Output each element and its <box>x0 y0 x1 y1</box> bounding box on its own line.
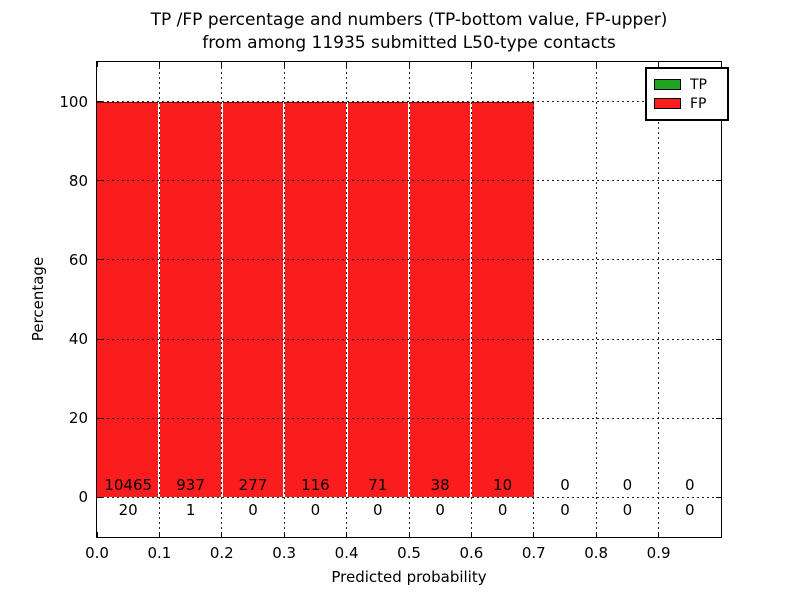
tp-count-label: 0 <box>435 501 445 520</box>
x-tick-mark <box>470 532 472 537</box>
y-tick-mark <box>716 180 721 182</box>
y-tick-mark <box>97 101 102 103</box>
tp-count-label: 0 <box>310 501 321 520</box>
bar-fp <box>285 101 346 498</box>
v-gridline <box>658 62 660 537</box>
legend-label-tp: TP <box>690 76 707 93</box>
y-tick-label: 100 <box>59 92 88 111</box>
x-tick-mark <box>658 532 660 537</box>
x-tick-mark <box>158 62 160 67</box>
v-gridline <box>595 62 597 537</box>
y-tick-mark <box>97 259 102 261</box>
x-tick-mark <box>346 62 348 67</box>
x-tick-label: 0.0 <box>85 544 109 562</box>
v-gridline <box>408 62 410 537</box>
bar-fp <box>472 101 534 498</box>
y-tick-label: 60 <box>68 250 88 269</box>
x-tick-mark <box>97 532 98 537</box>
tp-count-label: 20 <box>118 501 138 520</box>
y-tick-label: 80 <box>68 171 88 190</box>
chart-title-line2: from among 11935 submitted L50-type cont… <box>202 33 616 53</box>
fp-count-label: 937 <box>176 476 205 495</box>
x-tick-mark <box>158 532 160 537</box>
fp-count-label: 38 <box>430 476 450 495</box>
x-tick-label: 0.1 <box>147 544 172 562</box>
x-tick-mark <box>533 62 535 67</box>
x-tick-mark <box>221 62 223 67</box>
fp-count-label: 10465 <box>104 476 153 495</box>
v-gridline <box>221 62 223 537</box>
x-tick-label: 0.9 <box>646 544 671 562</box>
y-tick-label: 40 <box>68 330 88 349</box>
y-tick-label: 0 <box>78 488 88 507</box>
x-tick-mark <box>346 532 348 537</box>
x-tick-mark <box>595 532 597 537</box>
fp-count-label: 71 <box>368 476 388 495</box>
v-gridline <box>346 62 348 537</box>
x-tick-mark <box>408 62 410 67</box>
tp-count-label: 0 <box>560 501 570 520</box>
v-gridline <box>158 62 160 537</box>
chart-title-line1: TP /FP percentage and numbers (TP-bottom… <box>150 10 668 30</box>
fp-count-label: 10 <box>493 476 513 495</box>
bar-fp <box>347 101 408 498</box>
tp-count-label: 0 <box>685 501 695 520</box>
plot-area: 10465 20 937 1 277 0 116 0 71 0 38 0 10 0 0 0 0 0 0 0 <box>96 61 722 538</box>
legend: TP FP <box>645 67 729 121</box>
fp-count-label: 277 <box>238 476 268 495</box>
legend-swatch-fp-icon <box>654 98 681 109</box>
x-tick-label: 0.3 <box>272 544 297 562</box>
x-tick-label: 0.2 <box>209 544 234 562</box>
y-tick-mark <box>97 417 102 419</box>
chart-title: TP /FP percentage and numbers (TP-bottom… <box>151 9 668 55</box>
v-gridline <box>470 62 472 537</box>
x-tick-label: 0.8 <box>584 544 609 562</box>
bar-fp <box>160 101 221 498</box>
tp-count-label: 0 <box>622 501 633 520</box>
bar-fp <box>410 101 471 498</box>
legend-entry-tp: TP <box>654 76 720 93</box>
fp-count-label: 0 <box>560 476 570 495</box>
bar-fp <box>222 101 284 498</box>
legend-swatch-tp-icon <box>654 79 681 90</box>
x-tick-mark <box>595 62 597 67</box>
x-tick-mark <box>283 62 285 67</box>
legend-label-fp: FP <box>690 95 707 112</box>
x-tick-mark <box>470 62 472 67</box>
x-tick-label: 0.5 <box>397 544 421 562</box>
legend-entry-fp: FP <box>654 95 720 112</box>
y-tick-mark <box>716 259 721 261</box>
fp-count-label: 0 <box>622 476 633 495</box>
tp-count-label: 0 <box>248 501 258 520</box>
y-tick-mark <box>97 180 102 182</box>
x-tick-label: 0.4 <box>334 544 359 562</box>
y-tick-mark <box>97 496 102 498</box>
y-tick-mark <box>716 338 721 340</box>
y-axis-label: Percentage <box>29 256 47 342</box>
x-tick-mark <box>408 532 410 537</box>
x-tick-label: 0.6 <box>459 544 484 562</box>
x-tick-mark <box>533 532 535 537</box>
bar-fp <box>97 101 159 498</box>
tp-count-label: 1 <box>185 501 196 520</box>
tp-count-label: 0 <box>373 501 383 520</box>
tp-count-label: 0 <box>497 501 508 520</box>
fp-count-label: 0 <box>685 476 695 495</box>
y-tick-label: 20 <box>68 409 88 428</box>
v-gridline <box>533 62 535 537</box>
x-tick-mark <box>658 62 660 67</box>
x-tick-label: 0.7 <box>521 544 546 562</box>
fp-count-label: 116 <box>301 476 330 495</box>
x-tick-mark <box>221 532 223 537</box>
y-tick-mark <box>716 417 721 419</box>
x-axis-label: Predicted probability <box>331 568 487 586</box>
v-gridline <box>283 62 285 537</box>
y-tick-mark <box>97 338 102 340</box>
y-tick-mark <box>716 496 721 498</box>
x-tick-mark <box>283 532 285 537</box>
x-tick-mark <box>97 62 98 67</box>
